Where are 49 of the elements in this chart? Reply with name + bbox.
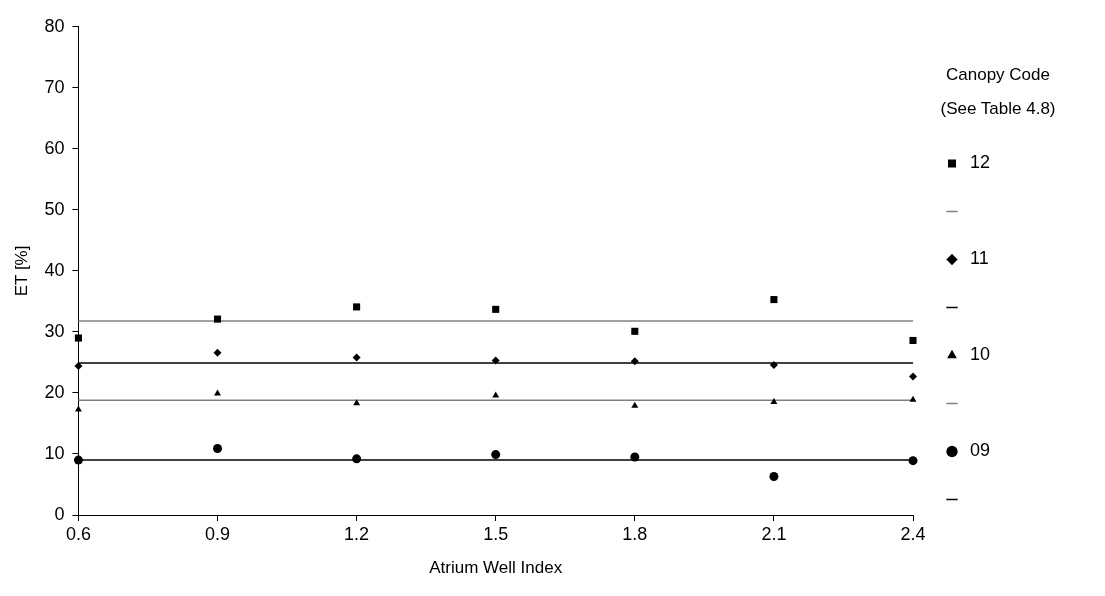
point	[909, 336, 917, 344]
point	[630, 452, 640, 462]
legend-title: Canopy Code (See Table 4.8)	[940, 64, 1056, 118]
y-tick-label: 60	[44, 137, 65, 158]
x-tick-label: 0.6	[65, 523, 91, 544]
point	[492, 305, 500, 313]
y-tick-label: 80	[44, 15, 65, 36]
point	[909, 395, 917, 402]
point	[74, 362, 83, 371]
point	[213, 348, 222, 357]
x-tick-label: 1.5	[483, 523, 509, 544]
point	[908, 456, 918, 466]
y-tick-label: 30	[44, 320, 65, 341]
point	[491, 450, 501, 460]
point	[770, 398, 778, 405]
legend-label: 10	[970, 344, 991, 365]
point	[770, 296, 778, 304]
point	[213, 315, 222, 323]
x-tick-label: 1.2	[344, 523, 370, 544]
y-tick-label: 50	[44, 198, 65, 219]
legend-label: 11	[970, 248, 989, 269]
y-tick-label: 10	[44, 442, 65, 463]
x-axis-title: Atrium Well Index	[429, 558, 563, 578]
point	[909, 372, 917, 381]
y-tick-label: 70	[44, 76, 65, 97]
point	[74, 334, 82, 342]
y-axis-title: ET [%]	[11, 245, 31, 297]
point	[491, 356, 500, 365]
point	[630, 357, 639, 366]
legend-label: 12	[970, 152, 991, 173]
legend-label: 09	[970, 440, 991, 461]
y-tick-label: 40	[44, 259, 65, 280]
point	[631, 401, 639, 408]
point	[352, 454, 362, 464]
x-tick-label: 0.9	[205, 523, 231, 544]
x-tick-label: 2.1	[761, 523, 787, 544]
point	[214, 389, 221, 396]
point	[631, 327, 639, 335]
point	[769, 472, 779, 482]
point	[213, 443, 223, 453]
point	[73, 455, 83, 465]
x-tick-label: 1.8	[622, 523, 648, 544]
point	[492, 391, 500, 398]
x-tick-label: 2.4	[900, 523, 926, 544]
y-tick-label: 0	[54, 503, 65, 524]
y-tick-label: 20	[44, 381, 65, 402]
point	[769, 360, 778, 369]
point	[353, 303, 361, 311]
point	[352, 353, 361, 362]
